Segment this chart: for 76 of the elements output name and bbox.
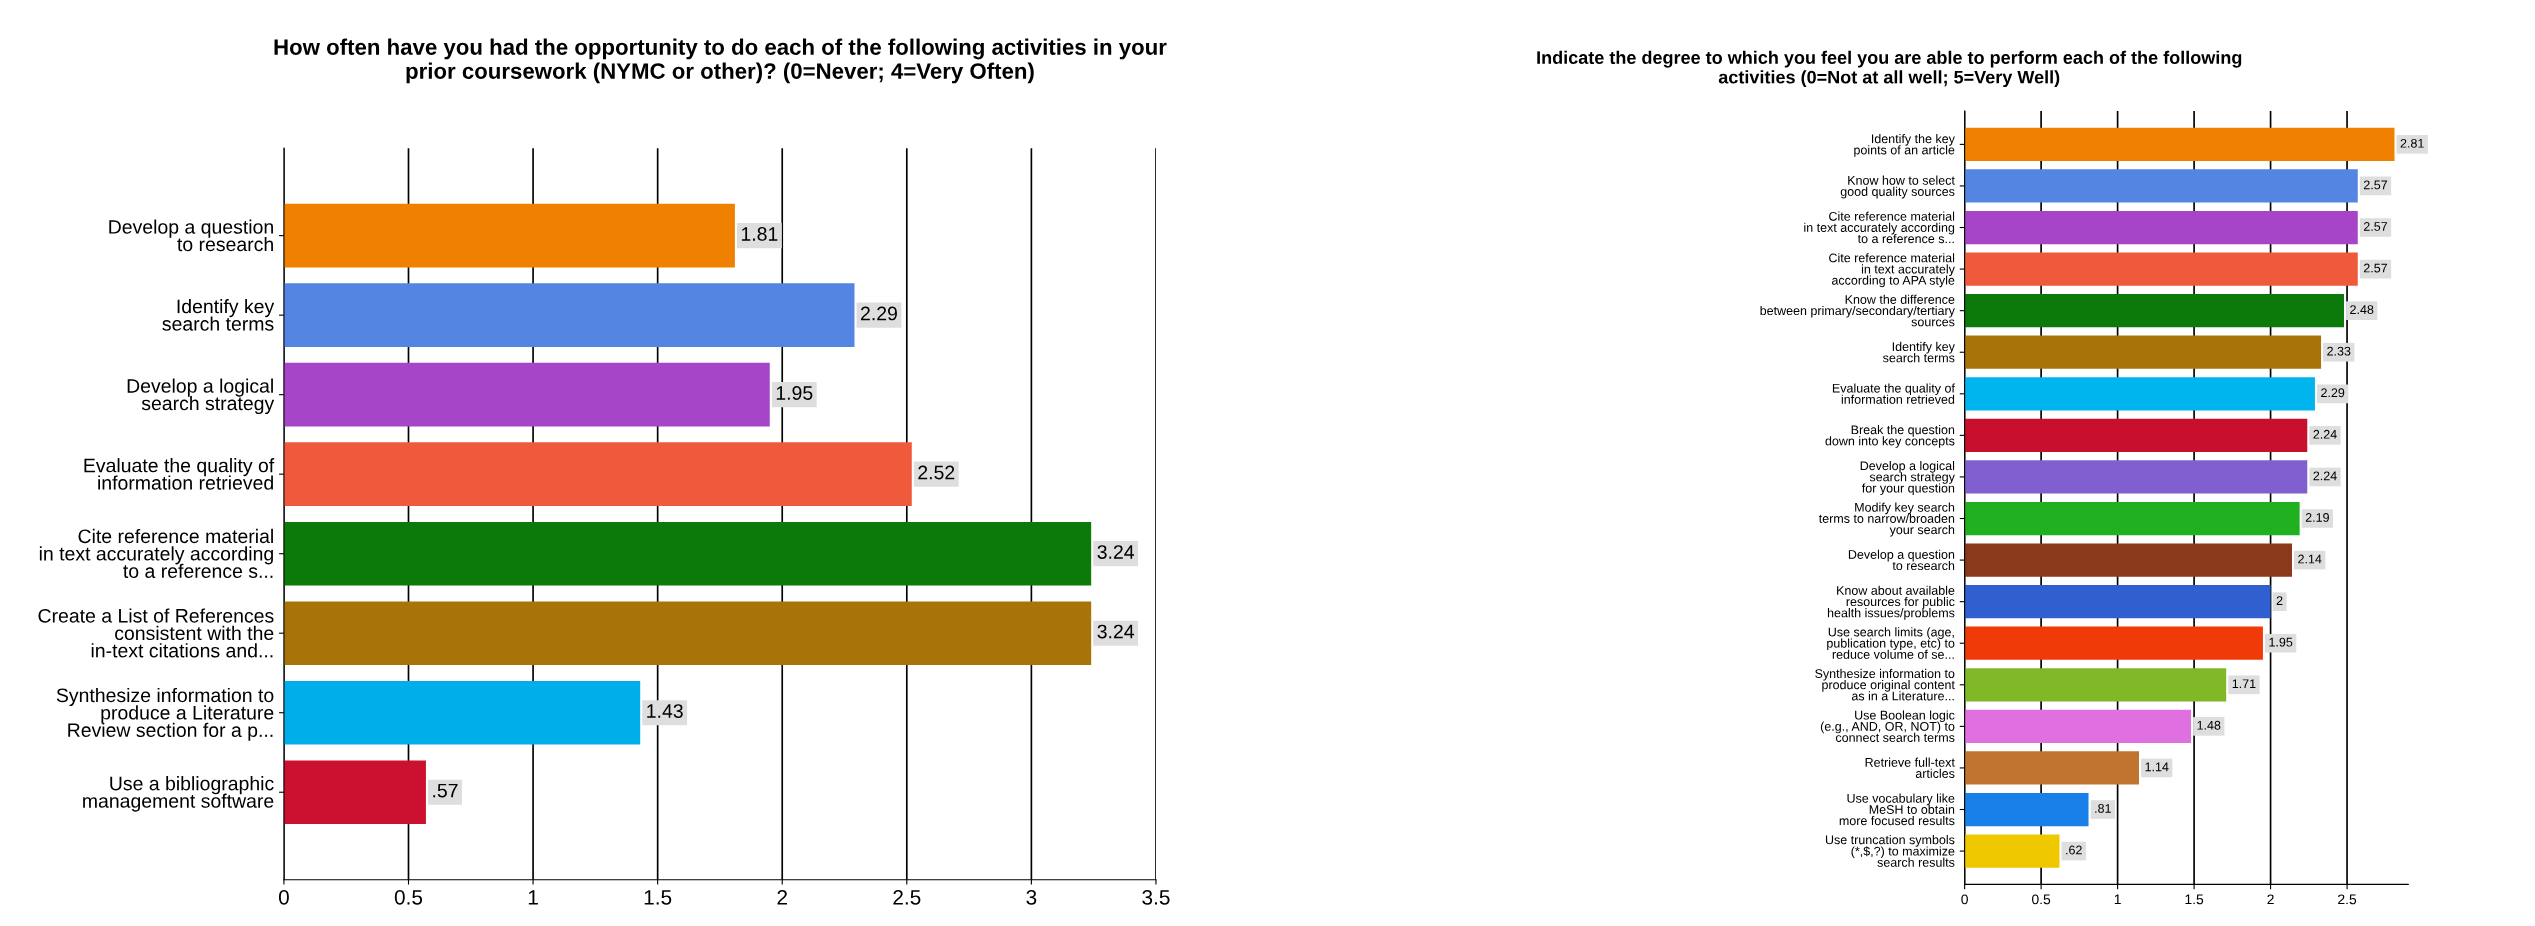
data-label: 1.95 xyxy=(776,386,813,400)
data-label: 1.48 xyxy=(2197,720,2221,730)
y-tick-label: Use vocabulary like MeSH to obtain more focused results xyxy=(1839,793,1955,826)
data-label: .81 xyxy=(2095,804,2111,813)
y-tick-label: Create a List of References consistent with the in-text citations and... xyxy=(38,608,274,658)
x-tick-label: 1 xyxy=(2114,894,2121,905)
bar xyxy=(283,760,426,825)
data-label: 2.57 xyxy=(2363,222,2388,231)
y-tick-label: Evaluate the quality of information retrieved xyxy=(1832,383,1955,404)
bar xyxy=(283,283,855,347)
data-label: 2.57 xyxy=(2363,180,2388,190)
y-tick-label: Retrieve full-text articles xyxy=(1865,757,1955,778)
x-tick-label: 0 xyxy=(278,889,289,905)
data-label: 1.81 xyxy=(741,227,778,241)
x-tick-label: 2.5 xyxy=(893,889,921,905)
data-label: 2.48 xyxy=(2350,305,2374,315)
y-tick-label: Synthesize information to produce original content as in a Literature... xyxy=(1815,668,1955,701)
data-label: 1.95 xyxy=(2269,637,2293,647)
x-tick-label: 0 xyxy=(1961,894,1968,905)
data-label: 3.24 xyxy=(1097,624,1135,639)
x-tick-label: 1.5 xyxy=(644,890,672,905)
x-tick-label: 2.5 xyxy=(2338,894,2357,905)
y-tick-label: Identify key search terms xyxy=(162,299,275,331)
bar xyxy=(283,442,912,506)
data-label: 1.71 xyxy=(2232,679,2256,689)
y-tick-label: Break the question down into key concepts xyxy=(1825,425,1955,448)
data-label: 2.57 xyxy=(2363,263,2388,273)
x-tick-label: 3.5 xyxy=(1142,889,1170,905)
x-tick-label: 3 xyxy=(1026,889,1037,905)
data-label: 2.29 xyxy=(861,306,897,321)
y-tick-label: Synthesize information to produce a Literature Review section for a p... xyxy=(56,687,274,741)
data-label: 1.43 xyxy=(647,704,683,718)
y-tick-label: Develop a logical search strategy for your question xyxy=(1860,460,1955,496)
data-label: 2.24 xyxy=(2313,471,2337,481)
data-label: 1.14 xyxy=(2145,762,2169,772)
data-label: 2.19 xyxy=(2305,513,2329,522)
data-label: .62 xyxy=(2066,845,2082,855)
bar xyxy=(283,521,1092,586)
x-tick-label: 2 xyxy=(2267,894,2274,905)
x-tick-label: 2 xyxy=(777,889,787,905)
y-tick-label: Modify key search terms to narrow/broaden your search xyxy=(1818,502,1955,537)
x-tick-label: 1 xyxy=(528,890,538,905)
x-tick-label: 0.5 xyxy=(394,889,423,905)
data-label: .57 xyxy=(433,783,458,798)
data-label: 2.14 xyxy=(2298,554,2322,564)
y-tick-label: Use a bibliographic management software xyxy=(83,776,274,812)
y-tick-label: Identify key search terms xyxy=(1883,341,1955,363)
chart-title: How often have you had the opportunity to do each of the following activities in your prior coursework (NYMC or other)? (0=Never; 4=Very Often) xyxy=(274,38,1167,84)
data-label: 2.33 xyxy=(2327,346,2351,356)
y-tick-label: Use Boolean logic (e.g., AND, OR, NOT) to connect search terms xyxy=(1820,710,1955,742)
bar xyxy=(283,601,1092,666)
y-tick-label: Know how to select good quality sources xyxy=(1840,175,1955,199)
y-tick-label: Develop a question to research xyxy=(109,219,273,252)
y-tick-label: Know the difference between primary/secondary/tertiary sources xyxy=(1760,294,1955,327)
chart-title: Indicate the degree to which you feel you are able to perform each of the following activities (0=Not at all well; 5=Very Well) xyxy=(1537,50,2242,88)
data-label: 2.24 xyxy=(2313,429,2337,439)
y-tick-label: Evaluate the quality of information retrieved xyxy=(84,458,275,490)
bar xyxy=(283,203,735,268)
bar xyxy=(283,680,641,745)
y-tick-label: Use search limits (age, publication type, etc) to reduce volume of se... xyxy=(1827,627,1955,659)
y-tick-label: Develop a question to research xyxy=(1848,549,1955,571)
y-tick-label: Cite reference material in text accurately according to a reference s... xyxy=(1804,211,1955,244)
data-label: 2.29 xyxy=(2321,388,2345,398)
data-label: 3.24 xyxy=(1097,545,1135,559)
x-tick-label: 0.5 xyxy=(2032,894,2051,905)
x-tick-label: 1.5 xyxy=(2185,894,2204,905)
y-tick-label: Cite reference material in text accurately according to a reference s... xyxy=(39,528,273,578)
data-label: 2.81 xyxy=(2400,138,2424,148)
bar xyxy=(283,362,770,427)
data-label: 2.52 xyxy=(918,465,955,480)
y-tick-label: Develop a logical search strategy xyxy=(127,378,275,415)
y-tick-label: Know about available resources for public health issues/problems xyxy=(1827,585,1955,620)
data-label: 2 xyxy=(2276,596,2283,605)
y-tick-label: Cite reference material in text accurately according to APA style xyxy=(1829,253,1955,288)
y-tick-label: Identify the key points of an article xyxy=(1854,134,1955,157)
y-tick-label: Use truncation symbols (*,$,?) to maximize search results xyxy=(1825,835,1955,867)
